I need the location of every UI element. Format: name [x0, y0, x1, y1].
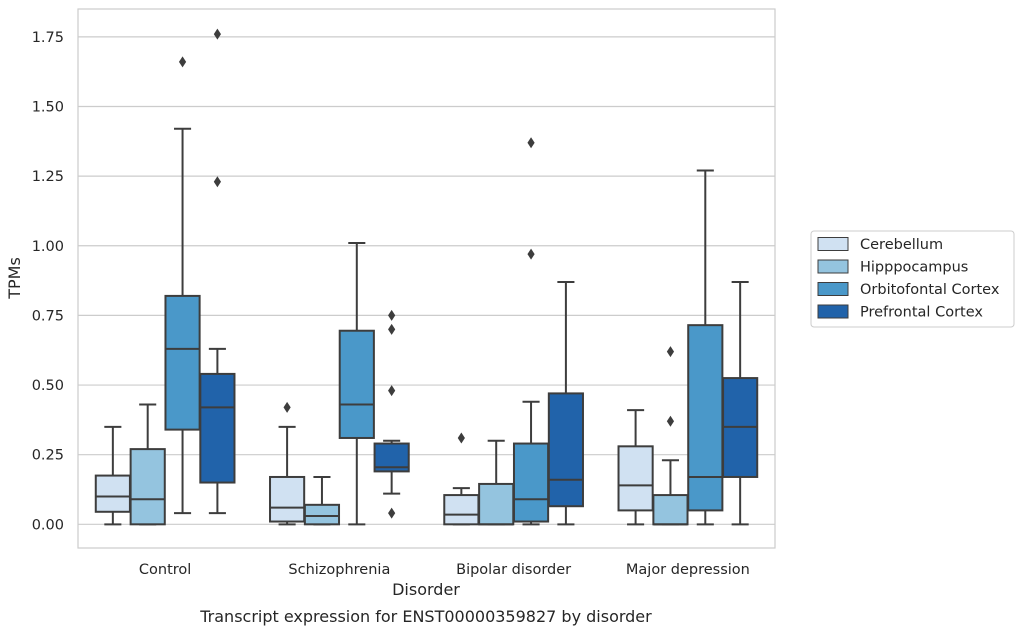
- outlier-point: [388, 507, 396, 519]
- y-tick-label: 1.00: [32, 239, 64, 255]
- legend-frame: [810, 230, 1015, 328]
- outlier-point: [457, 432, 465, 444]
- x-tick-label: Control: [139, 562, 191, 578]
- box-group: [687, 169, 724, 526]
- boxes: [94, 28, 759, 526]
- box-iqr: [199, 372, 236, 484]
- box-iqr: [94, 474, 131, 513]
- box-group: [129, 403, 166, 526]
- legend-label: Hipppocampus: [860, 260, 968, 276]
- x-tick-label: Schizophrenia: [288, 562, 390, 578]
- x-tick-label: Bipolar disorder: [456, 562, 571, 578]
- box-iqr: [617, 445, 654, 512]
- outlier-point: [388, 323, 396, 335]
- box-iqr: [443, 494, 480, 526]
- outlier-point: [283, 401, 291, 413]
- box-group: [303, 475, 341, 526]
- box-group: [652, 346, 689, 526]
- box-group: [478, 439, 515, 526]
- box-group: [512, 137, 550, 526]
- box-group: [338, 241, 375, 526]
- y-tick-label: 0.50: [32, 378, 64, 394]
- box-iqr: [164, 294, 201, 431]
- outlier-point: [666, 346, 675, 358]
- outlier-point: [213, 176, 221, 188]
- box-group: [373, 309, 410, 519]
- box-group: [443, 432, 480, 526]
- outlier-point: [388, 309, 396, 321]
- y-tick-label: 0.75: [32, 308, 64, 324]
- outlier-point: [666, 415, 675, 427]
- legend-swatch: [817, 282, 849, 296]
- box-iqr: [547, 392, 584, 508]
- legend-swatch: [817, 237, 849, 251]
- outlier-point: [527, 137, 535, 149]
- x-tick-labels: Control Schizophrenia Bipolar disorder Majo…: [139, 562, 750, 578]
- box-group: [94, 425, 131, 526]
- box-iqr: [303, 503, 341, 526]
- x-axis-label: Disorder: [392, 580, 460, 599]
- outlier-point: [527, 248, 535, 260]
- box-group: [617, 409, 654, 526]
- box-group: [547, 280, 584, 526]
- box-group: [722, 280, 759, 526]
- y-axis-label: TPMs: [5, 257, 24, 300]
- y-tick-label: 0.25: [32, 448, 64, 464]
- box-group: [269, 401, 306, 526]
- legend: Cerebellum Hipppocampus Orbitofontal Corte…: [810, 230, 1015, 328]
- x-tick-label: Major depression: [626, 562, 750, 578]
- box-iqr: [512, 442, 550, 523]
- y-tick-label: 1.50: [32, 99, 64, 115]
- plot-area-frame: [77, 8, 776, 549]
- box-iqr: [129, 448, 166, 526]
- legend-swatch: [817, 259, 849, 274]
- y-tick-label: 0.00: [32, 517, 64, 533]
- outlier-point: [213, 28, 221, 40]
- chart-caption: Transcript expression for ENST0000035982…: [199, 607, 652, 626]
- outlier-point: [388, 385, 396, 397]
- box-iqr: [687, 324, 724, 512]
- legend-label: Orbitofontal Cortex: [860, 282, 1000, 298]
- box-iqr: [652, 494, 689, 526]
- outlier-point: [178, 56, 187, 68]
- box-iqr: [338, 329, 375, 439]
- box-iqr: [269, 475, 306, 523]
- box-group: [164, 56, 201, 515]
- y-tick-label: 1.25: [32, 169, 64, 185]
- y-tick-labels: 0.00 0.25 0.50 0.75 1.00 1.25 1.50 1.75: [32, 30, 64, 533]
- legend-label: Prefrontal Cortex: [860, 305, 983, 321]
- box-group: [199, 28, 236, 515]
- legend-swatch: [817, 304, 849, 319]
- box-iqr: [478, 482, 515, 526]
- y-tick-label: 1.75: [32, 30, 64, 46]
- legend-label: Cerebellum: [860, 237, 943, 253]
